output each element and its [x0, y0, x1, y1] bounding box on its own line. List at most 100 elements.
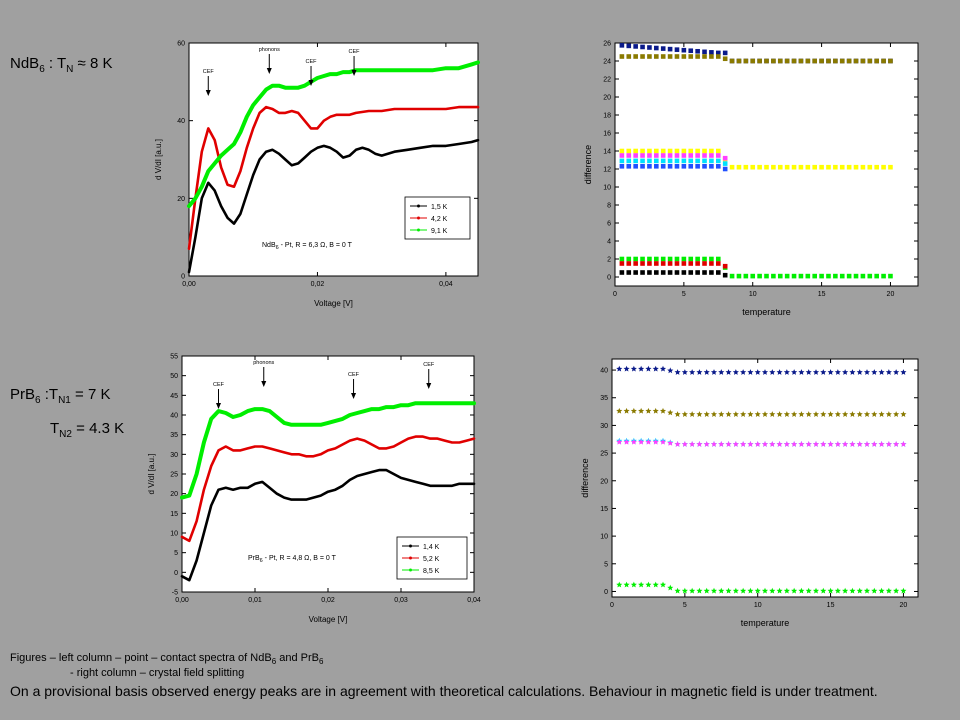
- series-3-point: [725, 441, 732, 447]
- series-0-point: [718, 369, 725, 375]
- legend-marker: [409, 544, 412, 548]
- x-tick-label: 0,00: [175, 597, 189, 604]
- y-tick-label: 50: [170, 373, 178, 380]
- series-4-point: [681, 158, 687, 164]
- y-tick-label: 25: [600, 451, 608, 458]
- series-0-point: [623, 365, 630, 372]
- series-3-point: [834, 441, 841, 447]
- series-2-point: [812, 164, 818, 170]
- series-4-point: [640, 158, 645, 164]
- series-4-point: [722, 161, 728, 166]
- series-4-point: [623, 581, 630, 588]
- series-8-point: [709, 270, 714, 275]
- series-7-point: [715, 261, 721, 266]
- series-0-point: [633, 44, 638, 49]
- legend-marker: [417, 216, 420, 220]
- series-5-point: [722, 166, 728, 172]
- caption-sub1: 6: [271, 657, 277, 667]
- y-tick-label: 35: [600, 395, 608, 402]
- series-0-point: [893, 369, 900, 375]
- series-3-point: [688, 153, 694, 158]
- series-2-point: [681, 148, 687, 154]
- series-2-point: [667, 148, 673, 154]
- series-0-point: [681, 369, 688, 375]
- series-1-point: [849, 411, 856, 417]
- series-8-point: [654, 270, 659, 275]
- series-2-point: [660, 148, 666, 154]
- ndb6-temp-value: ≈ 8 K: [73, 55, 113, 72]
- series-3-point: [769, 441, 776, 447]
- series-0-point: [776, 369, 783, 375]
- series-1-point: [826, 58, 831, 64]
- series-1-point: [616, 407, 623, 414]
- series-7-point: [660, 261, 666, 266]
- y-tick-label: 10: [170, 531, 178, 538]
- y-tick-label: 20: [603, 95, 611, 102]
- series-1-point: [659, 407, 667, 414]
- series-1-point: [853, 58, 859, 64]
- x-tick-label: 20: [887, 291, 895, 298]
- series-1-point: [777, 58, 783, 64]
- series-1-point: [881, 58, 886, 64]
- series-0-point: [619, 43, 625, 48]
- series-2-point: [771, 164, 776, 170]
- series-1-point: [732, 411, 739, 417]
- series-4-point: [812, 587, 820, 594]
- prb6-compound-sub: 6: [35, 395, 41, 406]
- y-tick-label: 12: [603, 167, 611, 174]
- series-3-point: [619, 153, 625, 158]
- arrow-label: CEF: [349, 49, 361, 55]
- series-3-point: [783, 441, 790, 447]
- series-4-point: [696, 587, 703, 594]
- series-6-point: [715, 256, 721, 262]
- series-6-point: [784, 273, 790, 279]
- series-8-point: [681, 270, 687, 275]
- series-6-point: [764, 273, 769, 279]
- series-1-point: [805, 58, 811, 64]
- series-5-point: [619, 164, 625, 169]
- x-tick-label: 0,04: [467, 597, 481, 604]
- series-3-point: [761, 441, 769, 447]
- series-1-point: [761, 411, 769, 417]
- series-6-point: [667, 256, 673, 262]
- series-1-point: [703, 411, 710, 417]
- series-3-point: [667, 439, 674, 446]
- series-3-point: [878, 441, 885, 447]
- x-tick-label: 0,02: [311, 281, 325, 288]
- x-tick-label: 15: [827, 602, 835, 609]
- series-2-point: [839, 164, 845, 170]
- series-6-point: [839, 273, 845, 279]
- series-1-point: [798, 411, 805, 417]
- arrow-label: phonons: [259, 47, 280, 53]
- series-4-point: [654, 158, 659, 164]
- series-0-line: [187, 138, 480, 274]
- series-6-point: [771, 273, 776, 279]
- y-axis-label: d V/dI [a.u.]: [147, 454, 156, 495]
- series-6-point: [798, 273, 804, 279]
- series-2-point: [688, 148, 694, 154]
- series-1-point: [619, 54, 625, 59]
- series-0-point: [900, 369, 907, 375]
- series-6-point: [674, 256, 680, 262]
- series-7-point: [695, 261, 700, 266]
- series-1-point: [667, 409, 674, 416]
- series-5-point: [702, 164, 707, 169]
- y-tick-label: 22: [603, 77, 611, 84]
- series-1-point: [867, 58, 873, 64]
- series-6-point: [874, 273, 879, 279]
- prb6-temp1-sub: N1: [58, 395, 71, 406]
- series-1-point: [764, 58, 769, 64]
- series-6-point: [791, 273, 797, 279]
- series-3-point: [702, 153, 707, 158]
- legend-marker: [409, 556, 412, 560]
- series-0-point: [863, 369, 871, 375]
- x-axis-label: Voltage [V]: [309, 615, 348, 624]
- series-6-point: [660, 256, 666, 262]
- series-6-point: [888, 273, 893, 279]
- prb6-temp2-value: = 4.3 K: [71, 420, 125, 437]
- series-2-point: [695, 148, 700, 154]
- series-0-point: [709, 50, 714, 55]
- series-3-point: [703, 441, 710, 447]
